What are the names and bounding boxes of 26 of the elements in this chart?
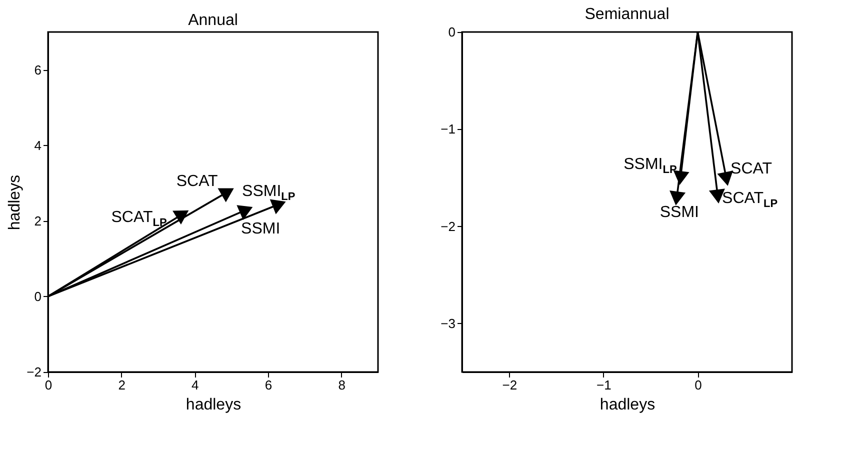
x-tick-label: 2	[118, 378, 126, 392]
x-axis-title: hadleys	[600, 396, 656, 414]
y-tick-label: 2	[34, 213, 42, 228]
x-tick-label: −1	[596, 378, 612, 392]
chart-title: Annual	[188, 12, 238, 29]
chart-title: Semiannual	[584, 6, 670, 23]
y-tick-label: −2	[26, 364, 42, 380]
y-tick-label: 4	[34, 138, 42, 153]
x-tick-label: 8	[338, 378, 346, 392]
x-tick-label: 0	[44, 378, 52, 392]
x-axis-title: hadleys	[186, 396, 242, 414]
x-tick-label: 4	[192, 378, 199, 392]
y-tick-label: 0	[448, 24, 456, 40]
series-label: SSMI	[241, 220, 280, 238]
y-tick-label: −3	[440, 316, 456, 331]
y-tick-label: 6	[34, 62, 42, 78]
y-tick-label: −2	[440, 218, 456, 234]
y-tick-label: 0	[34, 288, 42, 304]
series-label: SCAT	[730, 160, 772, 178]
x-tick-label: 6	[264, 378, 272, 392]
y-tick-label: −1	[440, 122, 456, 137]
x-tick-label: −2	[502, 378, 518, 392]
series-label: SCAT	[176, 172, 218, 190]
series-label: SSMI	[660, 204, 699, 222]
y-axis-title: hadleys	[6, 174, 24, 230]
x-tick-label: 0	[694, 378, 702, 392]
